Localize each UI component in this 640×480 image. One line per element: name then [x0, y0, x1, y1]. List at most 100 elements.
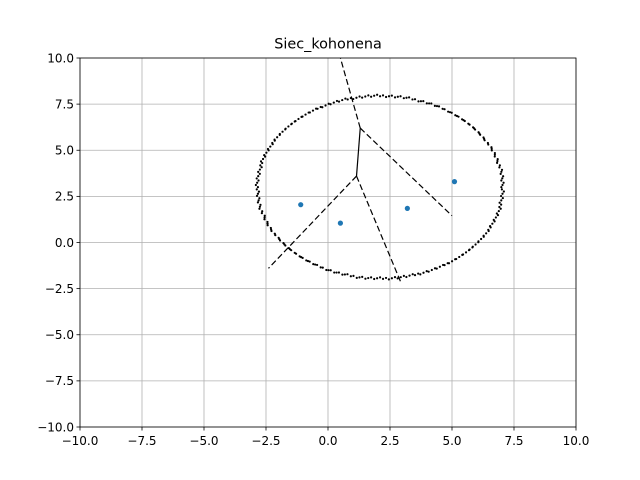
neuron-point-3	[451, 179, 458, 185]
ring-point	[300, 115, 303, 118]
ring-point	[264, 155, 267, 158]
ring-point	[376, 277, 379, 280]
ring-point	[254, 183, 257, 187]
ring-point	[497, 209, 500, 213]
ring-point	[312, 262, 315, 266]
ring-point	[427, 270, 430, 273]
ring-point	[327, 269, 330, 272]
ring-point	[413, 98, 417, 101]
ring-point	[496, 213, 500, 217]
ring-point	[257, 175, 260, 178]
ring-point	[477, 240, 480, 243]
ring-point	[281, 130, 284, 133]
ring-point	[260, 212, 263, 215]
ring-point	[501, 196, 504, 200]
ring-point	[257, 170, 260, 173]
ring-point	[361, 275, 364, 278]
ring-point	[447, 110, 450, 113]
ring-point	[387, 278, 390, 281]
ring-point	[273, 139, 276, 142]
ring-point	[307, 111, 310, 114]
ring-point	[376, 93, 379, 96]
ring-point	[259, 160, 263, 163]
neuron-point-2	[404, 205, 410, 211]
ring-point	[321, 266, 324, 269]
y-tick-label-1: −7.5	[45, 374, 74, 388]
ring-point	[370, 95, 373, 98]
ring-point	[297, 117, 300, 121]
ring-point	[454, 114, 457, 117]
ring-point	[261, 161, 264, 165]
ring-point	[499, 207, 502, 210]
ring-point	[284, 128, 287, 131]
ring-point	[501, 177, 504, 180]
ring-point	[419, 273, 422, 276]
ring-point	[258, 168, 261, 171]
ring-point	[411, 273, 414, 276]
ring-point	[500, 199, 503, 202]
ring-point	[485, 232, 488, 235]
ring-point	[352, 274, 355, 277]
y-tick-label-5: 2.5	[55, 190, 74, 204]
ring-point	[496, 159, 499, 163]
ring-point	[500, 170, 503, 173]
ring-point	[502, 190, 505, 193]
ring-point	[304, 113, 307, 116]
ring-point	[443, 108, 446, 111]
ring-point	[464, 251, 468, 254]
ring-point	[293, 120, 296, 123]
ring-point	[311, 109, 315, 112]
ring-point	[361, 96, 364, 99]
ring-point	[373, 277, 376, 281]
ring-point	[496, 158, 499, 161]
ring-point	[490, 149, 493, 152]
ring-point	[274, 234, 277, 237]
ring-point	[387, 95, 391, 98]
ring-point	[373, 94, 376, 97]
ring-point	[290, 249, 293, 252]
y-tick-label-0: −10.0	[37, 420, 74, 434]
ring-point	[335, 99, 339, 103]
ring-point	[329, 269, 332, 272]
ring-point	[255, 188, 258, 191]
ring-point	[343, 273, 346, 276]
ring-point	[256, 201, 259, 204]
ring-point	[367, 276, 370, 280]
ring-point	[260, 166, 263, 169]
ring-point	[413, 273, 417, 277]
ring-point	[270, 229, 273, 233]
ring-point	[487, 228, 490, 231]
ring-point	[324, 104, 327, 107]
ring-point	[495, 212, 498, 215]
ring-point	[433, 267, 437, 270]
ring-point	[502, 181, 505, 184]
x-tick-label-7: 7.5	[504, 434, 523, 448]
ring-point	[425, 102, 428, 105]
ring-point	[327, 102, 330, 105]
ring-point	[346, 98, 349, 101]
neuron-point-0	[298, 202, 304, 208]
x-tick-label-5: 2.5	[380, 434, 399, 448]
ring-point	[499, 194, 503, 198]
ring-point	[258, 205, 262, 208]
ring-point	[367, 94, 370, 97]
ring-point	[450, 111, 453, 114]
ring-point	[422, 100, 425, 103]
chart-title: Siec_kohonena	[274, 37, 382, 53]
ring-point	[468, 248, 471, 251]
ring-point	[314, 107, 318, 110]
ring-point	[284, 244, 287, 247]
ring-point	[405, 96, 408, 99]
ring-point	[266, 224, 269, 227]
ring-point	[500, 188, 504, 191]
ring-point	[255, 194, 259, 198]
ring-point	[256, 181, 259, 184]
ring-point	[402, 274, 405, 278]
ring-point	[344, 97, 347, 100]
ring-point	[430, 102, 433, 105]
voronoi-ray-2	[268, 175, 357, 269]
ring-point	[294, 252, 298, 255]
ring-point	[346, 273, 349, 276]
ring-point	[430, 268, 433, 272]
